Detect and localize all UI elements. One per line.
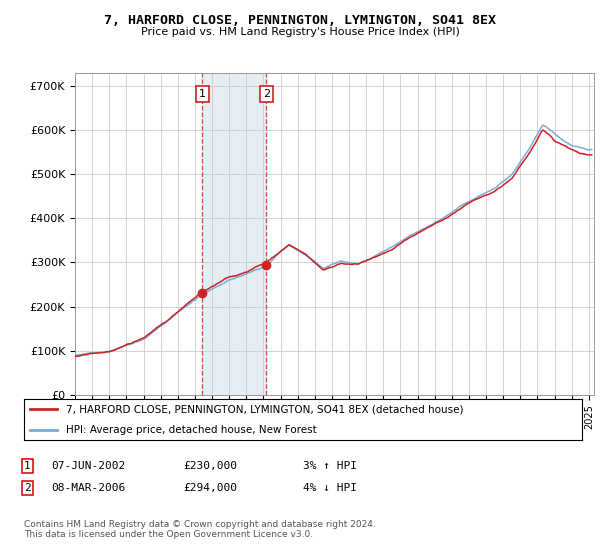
Text: Price paid vs. HM Land Registry's House Price Index (HPI): Price paid vs. HM Land Registry's House … <box>140 27 460 37</box>
Text: 3% ↑ HPI: 3% ↑ HPI <box>303 461 357 471</box>
Text: 2: 2 <box>263 88 270 99</box>
Text: Contains HM Land Registry data © Crown copyright and database right 2024.
This d: Contains HM Land Registry data © Crown c… <box>24 520 376 539</box>
Bar <box>202 73 266 395</box>
Text: HPI: Average price, detached house, New Forest: HPI: Average price, detached house, New … <box>66 424 317 435</box>
Text: 7, HARFORD CLOSE, PENNINGTON, LYMINGTON, SO41 8EX: 7, HARFORD CLOSE, PENNINGTON, LYMINGTON,… <box>104 14 496 27</box>
Text: 1: 1 <box>24 461 31 471</box>
Text: 2: 2 <box>24 483 31 493</box>
Text: 4% ↓ HPI: 4% ↓ HPI <box>303 483 357 493</box>
Text: 07-JUN-2002: 07-JUN-2002 <box>51 461 125 471</box>
Text: 7, HARFORD CLOSE, PENNINGTON, LYMINGTON, SO41 8EX (detached house): 7, HARFORD CLOSE, PENNINGTON, LYMINGTON,… <box>66 404 463 414</box>
Text: £230,000: £230,000 <box>183 461 237 471</box>
Text: £294,000: £294,000 <box>183 483 237 493</box>
Text: 08-MAR-2006: 08-MAR-2006 <box>51 483 125 493</box>
Text: 1: 1 <box>199 88 206 99</box>
